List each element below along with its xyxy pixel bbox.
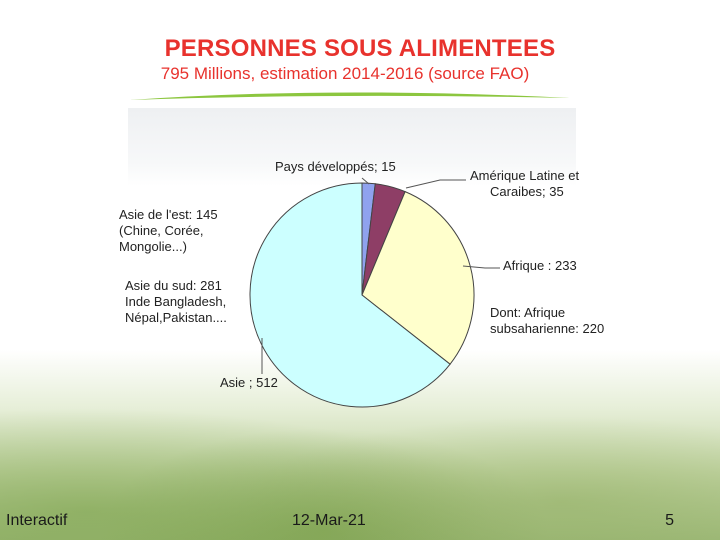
label-afrique-text: Afrique : 233 xyxy=(503,258,577,273)
annotation-asie-sud: Asie du sud: 281 Inde Bangladesh, Népal,… xyxy=(125,278,230,325)
label-afrique: Afrique : 233 xyxy=(503,258,577,273)
leader-line-amerique xyxy=(405,179,466,189)
annotation-afrique-subsaharienne: Dont: Afrique subsaharienne: 220 xyxy=(490,305,604,336)
pie-slices xyxy=(249,182,475,408)
pie-chart: Pays développés; 15 Amérique Latine et C… xyxy=(119,159,604,408)
label-amerique-latine: Amérique Latine et Caraibes; 35 xyxy=(470,168,583,199)
label-amerique-line-2: Caraibes; 35 xyxy=(490,184,564,199)
footer-left-text: Interactif xyxy=(6,512,68,529)
pie-slice-3 xyxy=(249,182,451,408)
footer-date: 12-Mar-21 xyxy=(292,512,366,529)
slide-subtitle: 795 Millions, estimation 2014-2016 (sour… xyxy=(160,64,530,83)
label-asie: Asie ; 512 xyxy=(220,375,278,390)
slide-title: PERSONNES SOUS ALIMENTEES xyxy=(164,35,556,62)
label-pays-text: Pays développés; 15 xyxy=(275,159,396,174)
label-amerique-line-1: Amérique Latine et xyxy=(470,168,580,183)
swoosh-shape xyxy=(130,92,570,100)
title-underline-swoosh xyxy=(130,92,570,100)
leader-lines xyxy=(261,177,500,374)
label-pays-developpes: Pays développés; 15 xyxy=(275,159,396,174)
label-asie-text: Asie ; 512 xyxy=(220,375,278,390)
footer-page-number: 5 xyxy=(665,512,674,529)
leader-line-pays xyxy=(361,177,370,185)
leader-line-afrique xyxy=(462,265,500,269)
chart-header-panel xyxy=(128,108,576,186)
annotation-asie-est: Asie de l'est: 145 (Chine, Corée, Mongol… xyxy=(119,207,221,254)
